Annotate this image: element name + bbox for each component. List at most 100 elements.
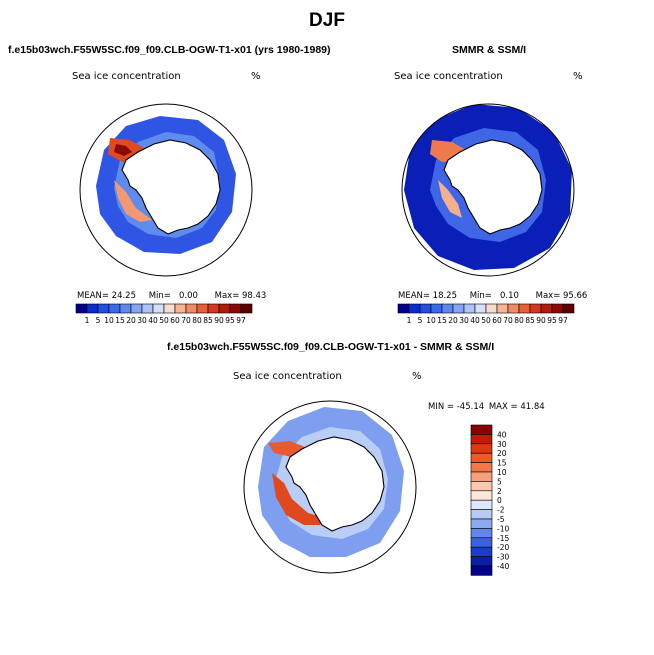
units-label-diff: %	[412, 371, 422, 382]
colorbar-box	[562, 303, 575, 314]
colorbar-box	[470, 443, 493, 454]
colorbar-box	[474, 303, 487, 314]
colorbar-box	[397, 303, 410, 314]
colorbar-box	[174, 303, 187, 314]
variable-label-obs: Sea ice concentration	[394, 71, 503, 82]
colorbar-box	[551, 303, 564, 314]
colorbar-tick-label: 2	[497, 487, 502, 496]
colorbar-box	[470, 481, 493, 492]
panel-title-diff: f.e15b03wch.F55W5SC.f09_f09.CLB-OGW-T1-x…	[167, 341, 495, 353]
colorbar-tick-label: 20	[126, 316, 136, 325]
colorbar-tick-label: 10	[426, 316, 436, 325]
colorbar-tick-label: 10	[497, 468, 507, 477]
colorbar-box	[229, 303, 242, 314]
colorbar-tick-label: -20	[497, 543, 509, 552]
colorbar-box	[470, 434, 493, 445]
colorbar-tick-label: 5	[418, 316, 423, 325]
map-diff	[243, 400, 417, 574]
colorbar-tick-label: 15	[115, 316, 125, 325]
colorbar-tick-label: 95	[225, 316, 235, 325]
colorbar-tick-label: 40	[148, 316, 158, 325]
colorbar-box	[408, 303, 421, 314]
colorbar-tick-label: 70	[503, 316, 513, 325]
min-value: 0.00	[178, 291, 198, 301]
min-label: MIN =	[428, 402, 455, 412]
colorbar-tick-label: 15	[497, 459, 507, 468]
colorbar-tick-label: 5	[96, 316, 101, 325]
colorbar-box	[470, 546, 493, 557]
colorbar-tick-label: 97	[558, 316, 568, 325]
colorbar-tick-label: 40	[497, 430, 507, 439]
colorbar-tick-label: 60	[492, 316, 502, 325]
map-model	[79, 103, 253, 277]
colorbar-box	[108, 303, 121, 314]
colorbar-box	[470, 537, 493, 548]
stats-diff: MIN = -45.14 MAX = 41.84	[428, 402, 545, 412]
max-value: 41.84	[520, 402, 545, 412]
colorbar-box	[152, 303, 165, 314]
colorbar-tick-label: 15	[437, 316, 447, 325]
colorbar-tick-label: 50	[481, 316, 491, 325]
colorbar-tick-label: 97	[236, 316, 246, 325]
colorbar-tick-label: 50	[159, 316, 169, 325]
min-value: 0.10	[499, 291, 519, 301]
min-label: Min=	[469, 291, 492, 301]
colorbar-model: 1 5 10 15 20 30 40 50 60 70 80 85 90 95 97	[75, 303, 253, 325]
colorbar-box	[518, 303, 531, 314]
colorbar-tick-label: -10	[497, 524, 509, 533]
colorbar-box	[119, 303, 132, 314]
colorbar-box	[86, 303, 99, 314]
colorbar-tick-label: 0	[497, 496, 502, 505]
colorbar-box	[485, 303, 498, 314]
colorbar-box	[470, 509, 493, 520]
ross-high-ice	[114, 180, 152, 222]
max-label: Max=	[535, 291, 561, 301]
variable-label-diff: Sea ice concentration	[233, 371, 342, 382]
colorbar-tick-label: 30	[137, 316, 147, 325]
colorbar-box	[441, 303, 454, 314]
units-label-obs: %	[573, 71, 583, 82]
colorbar-box	[185, 303, 198, 314]
colorbar-box	[470, 528, 493, 539]
colorbar-box	[430, 303, 443, 314]
colorbar-box	[470, 499, 493, 510]
colorbar-box	[97, 303, 110, 314]
colorbar-tick-label: 20	[497, 449, 507, 458]
colorbar-box	[196, 303, 209, 314]
mean-label: MEAN=	[77, 291, 109, 301]
stats-model: MEAN= 24.25 Min= 0.00 Max= 98.43	[77, 291, 266, 301]
colorbar-box	[463, 303, 476, 314]
colorbar-tick-label: -40	[497, 562, 509, 571]
colorbar-box	[470, 452, 493, 463]
colorbar-tick-label: 1	[407, 316, 412, 325]
max-value: 98.43	[241, 291, 267, 301]
colorbar-box	[163, 303, 176, 314]
colorbar-tick-label: 5	[497, 477, 502, 486]
colorbar-tick-label: 40	[470, 316, 480, 325]
variable-label-model: Sea ice concentration	[72, 71, 181, 82]
colorbar-box	[218, 303, 231, 314]
ross-high-ice	[438, 180, 462, 218]
panel-title-model: f.e15b03wch.F55W5SC.f09_f09.CLB-OGW-T1-x…	[8, 44, 331, 56]
colorbar-tick-label: 80	[514, 316, 524, 325]
colorbar-obs: 1 5 10 15 20 30 40 50 60 70 80 85 90 95 97	[397, 303, 575, 325]
colorbar-tick-label: 60	[170, 316, 180, 325]
colorbar-tick-label: 90	[536, 316, 546, 325]
colorbar-tick-label: 10	[104, 316, 114, 325]
colorbar-box	[470, 518, 493, 529]
colorbar-box	[470, 556, 493, 567]
page-title: DJF	[309, 10, 345, 31]
colorbar-tick-label: 20	[448, 316, 458, 325]
colorbar-box	[507, 303, 520, 314]
min-value: -45.14	[456, 402, 485, 412]
colorbar-tick-label: 85	[525, 316, 535, 325]
colorbar-tick-label: 1	[85, 316, 90, 325]
colorbar-tick-label: 70	[181, 316, 191, 325]
colorbar-box	[470, 565, 493, 576]
colorbar-tick-label: 90	[214, 316, 224, 325]
max-label: MAX =	[488, 402, 518, 412]
diff-positive-ross	[272, 473, 328, 525]
colorbar-box	[207, 303, 220, 314]
